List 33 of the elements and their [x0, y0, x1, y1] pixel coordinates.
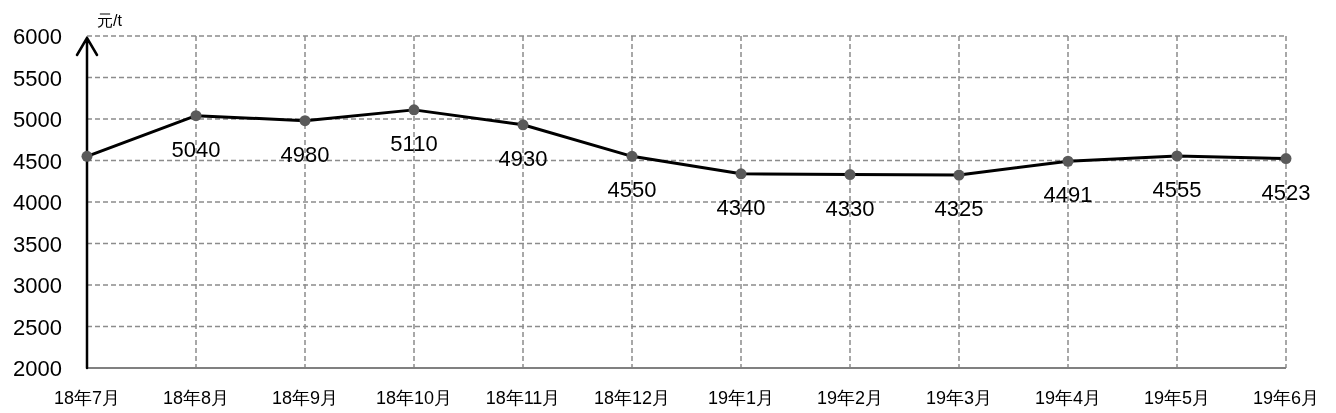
y-tick-label: 5500: [13, 65, 62, 91]
data-label: 4523: [1261, 179, 1311, 205]
y-tick-label: 2000: [13, 356, 62, 381]
data-label: 5040: [171, 136, 221, 162]
y-axis-title: 元/t: [97, 12, 123, 29]
x-tick-label: 18年7月: [53, 388, 121, 408]
x-tick-label: 19年4月: [1034, 388, 1102, 408]
y-tick-label: 3500: [13, 231, 62, 257]
x-tick-label: 18年12月: [593, 388, 671, 408]
data-label: 4555: [1152, 176, 1202, 202]
x-tick-label: 18年10月: [375, 388, 453, 408]
data-label: 4330: [825, 195, 875, 221]
x-tick-label: 18年9月: [271, 388, 339, 408]
data-label: 4980: [280, 141, 330, 167]
x-tick-label: 19年2月: [816, 388, 884, 408]
y-tick-label: 3000: [13, 273, 62, 298]
data-label: 4325: [934, 196, 984, 222]
x-tick-label: 18年8月: [162, 388, 230, 408]
y-tick-label: 5000: [13, 107, 62, 132]
data-label: 4550: [607, 177, 657, 203]
y-tick-label: 6000: [13, 24, 62, 49]
x-tick-label: 19年6月: [1252, 388, 1320, 408]
data-label: 5110: [390, 130, 438, 156]
x-tick-label: 19年1月: [707, 388, 775, 408]
x-tick-label: 19年3月: [925, 388, 993, 408]
data-label: 4930: [498, 145, 548, 171]
x-tick-label: 18年11月: [485, 388, 561, 408]
data-label: 4340: [716, 194, 766, 220]
data-label: 4491: [1043, 182, 1093, 208]
y-tick-label: 4500: [13, 148, 62, 174]
y-tick-label: 2500: [13, 314, 62, 340]
y-tick-label: 4000: [13, 190, 62, 215]
x-tick-label: 19年5月: [1143, 388, 1211, 408]
